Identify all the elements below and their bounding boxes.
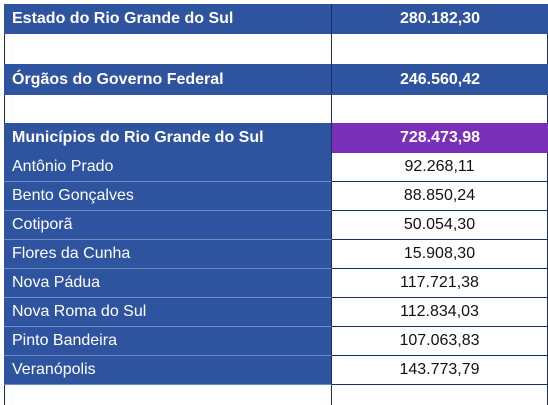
municipality-name: Nova Roma do Sul <box>4 298 332 327</box>
table-row: Flores da Cunha 15.908,30 <box>4 240 548 269</box>
allocation-table: Estado do Rio Grande do Sul 280.182,30 Ó… <box>4 0 548 405</box>
table-row: Nova Roma do Sul 112.834,03 <box>4 298 548 327</box>
table-row: Cotiporã 50.054,30 <box>4 211 548 240</box>
table-row: Nova Pádua 117.721,38 <box>4 269 548 298</box>
municipality-name: Pinto Bandeira <box>4 327 332 356</box>
municipality-name: Nova Pádua <box>4 269 332 298</box>
label-orgaos: Órgãos do Governo Federal <box>4 64 332 95</box>
spacer-row <box>4 34 548 64</box>
municipality-name: Flores da Cunha <box>4 240 332 269</box>
value-orgaos: 246.560,42 <box>332 64 548 95</box>
municipality-value: 117.721,38 <box>332 269 548 298</box>
label-estado: Estado do Rio Grande do Sul <box>4 4 332 34</box>
table-row: Veranópolis 143.773,79 <box>4 356 548 385</box>
municipality-value: 50.054,30 <box>332 211 548 240</box>
municipality-value: 92.268,11 <box>332 153 548 182</box>
municipality-value: 112.834,03 <box>332 298 548 327</box>
municipality-name: Bento Gonçalves <box>4 182 332 211</box>
table-row: Antônio Prado 92.268,11 <box>4 153 548 182</box>
trailing-row <box>4 385 548 405</box>
table-row: Bento Gonçalves 88.850,24 <box>4 182 548 211</box>
spacer-row <box>4 95 548 123</box>
table-row: Pinto Bandeira 107.063,83 <box>4 327 548 356</box>
label-municipios: Municípios do Rio Grande do Sul <box>4 123 332 153</box>
row-orgaos: Órgãos do Governo Federal 246.560,42 <box>4 64 548 95</box>
municipality-value: 143.773,79 <box>332 356 548 385</box>
municipality-value: 15.908,30 <box>332 240 548 269</box>
municipality-value: 107.063,83 <box>332 327 548 356</box>
municipality-name: Cotiporã <box>4 211 332 240</box>
municipality-value: 88.850,24 <box>332 182 548 211</box>
value-estado: 280.182,30 <box>332 4 548 34</box>
municipality-name: Veranópolis <box>4 356 332 385</box>
row-estado: Estado do Rio Grande do Sul 280.182,30 <box>4 4 548 34</box>
municipality-name: Antônio Prado <box>4 153 332 182</box>
value-municipios: 728.473,98 <box>332 123 548 153</box>
row-municipios: Municípios do Rio Grande do Sul 728.473,… <box>4 123 548 153</box>
